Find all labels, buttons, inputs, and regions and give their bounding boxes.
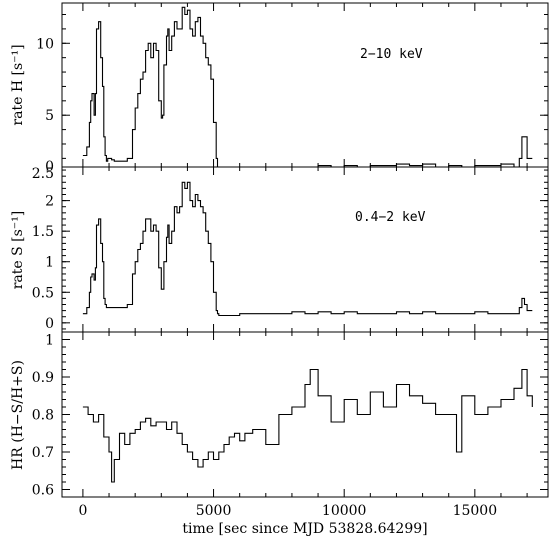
data-series xyxy=(82,6,533,483)
y-tick-label: 0.6 xyxy=(32,483,54,499)
x-tick-label: 15000 xyxy=(453,503,498,519)
y-tick-label: 2 xyxy=(45,194,54,210)
x-tick-label: 10000 xyxy=(322,503,367,519)
soft-band-panel-frame xyxy=(61,166,549,333)
y-tick-label: 0.5 xyxy=(32,285,54,301)
y-tick-label: 0.7 xyxy=(32,445,54,461)
x-tick-label: 0 xyxy=(78,503,87,519)
y-tick-label: 1.5 xyxy=(32,224,54,240)
hard-band-label: 2−10 keV xyxy=(360,47,423,62)
y-tick-label: 0.9 xyxy=(32,370,54,386)
hard-rate-axis-label: rate H [s⁻¹] xyxy=(10,44,26,125)
y-tick-label: 1 xyxy=(45,333,54,349)
x-tick-label: 5000 xyxy=(196,503,232,519)
y-tick-label: 0.8 xyxy=(32,408,54,424)
hard-bottom-tick-label: 0 xyxy=(45,159,54,175)
light-curve-series xyxy=(82,181,533,317)
axis-ticks xyxy=(62,3,548,497)
hard-band-panel-frame xyxy=(61,2,549,168)
hardness-ratio-axis-label: HR (H−S/H+S) xyxy=(10,360,26,470)
soft-rate-axis-label: rate S [s⁻¹] xyxy=(10,211,26,290)
soft-top-tick-label: 2.5 xyxy=(32,166,54,182)
y-tick-label: 5 xyxy=(45,108,54,124)
light-curve-series xyxy=(82,6,533,168)
y-tick-label: 10 xyxy=(36,36,54,52)
y-tick-label: 0 xyxy=(45,316,54,332)
time-axis-label: time [sec since MJD 53828.64299] xyxy=(182,521,427,537)
light-curve-series xyxy=(82,368,533,483)
y-tick-label: 1 xyxy=(45,255,54,271)
soft-band-label: 0.4−2 keV xyxy=(355,210,426,225)
